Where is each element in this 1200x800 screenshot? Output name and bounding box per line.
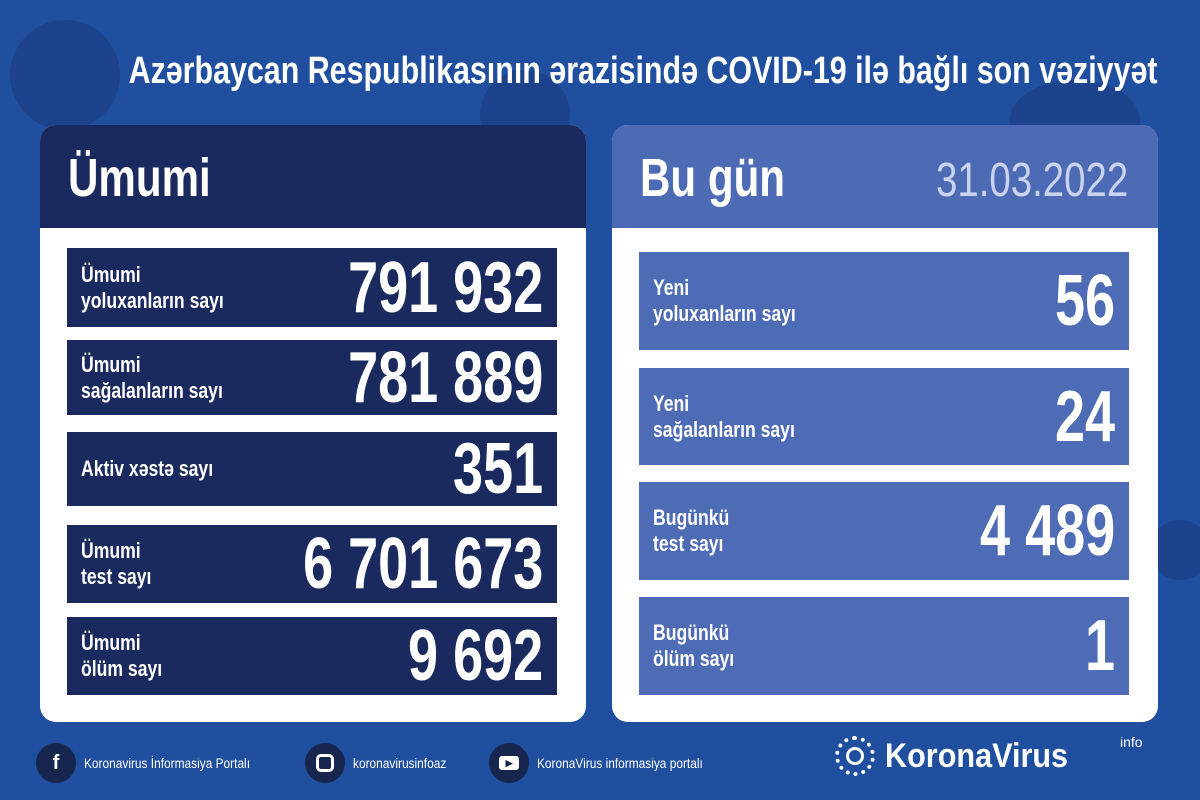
stat-row: Ümumi sağalanların sayı 781 889 xyxy=(67,338,557,418)
brand-sup: info xyxy=(1120,734,1143,750)
stat-label: Yeni yoluxanların sayı xyxy=(653,275,796,326)
stat-value: 56 xyxy=(1054,261,1115,341)
stat-row: Ümumi yoluxanların sayı 791 932 xyxy=(67,247,557,328)
stat-value: 4 489 xyxy=(979,491,1115,571)
stat-label: Ümumi sağalanların sayı xyxy=(81,351,223,403)
instagram-icon xyxy=(305,743,346,783)
stat-value: 351 xyxy=(452,429,543,509)
stat-label: Bugünkü ölüm sayı xyxy=(653,620,735,671)
stat-row: Ümumi test sayı 6 701 673 xyxy=(67,524,557,604)
virus-decoration xyxy=(1150,520,1200,580)
stat-row: Yeni sağalanların sayı 24 xyxy=(639,368,1129,465)
total-header: Ümumi xyxy=(40,125,586,228)
stat-row: Ümumi ölüm sayı 9 692 xyxy=(67,616,557,696)
stat-row: Bugünkü test sayı 4 489 xyxy=(639,482,1129,580)
stat-label: Ümumi test sayı xyxy=(81,538,152,589)
facebook-link[interactable]: f Koronavirus İnformasiya Portalı xyxy=(36,743,279,783)
today-heading: Bu gün xyxy=(640,148,786,208)
stat-value: 781 889 xyxy=(347,337,543,418)
instagram-label: koronavirusinfoaz xyxy=(353,755,447,771)
youtube-link[interactable]: ▶ KoronaVirus informasiya portalı xyxy=(489,743,732,783)
virus-decoration xyxy=(10,20,120,130)
stat-label: Bugünkü test sayı xyxy=(653,505,730,556)
stat-value: 24 xyxy=(1054,376,1115,457)
stat-label: Ümumi ölüm sayı xyxy=(81,630,163,681)
page-title: Azərbaycan Respublikasının ərazisində CO… xyxy=(0,50,1200,93)
footer: f Koronavirus İnformasiya Portalı koronav… xyxy=(36,738,1200,788)
stat-label: Aktiv xəstə sayı xyxy=(81,456,214,481)
today-header: Bu gün 31.03.2022 xyxy=(612,125,1158,228)
total-panel: Ümumi Ümumi yoluxanların sayı 791 932 Ümu… xyxy=(40,125,586,722)
brand-name: KoronaVirus xyxy=(885,736,1069,775)
stat-label: Ümumi yoluxanların sayı xyxy=(81,261,224,313)
stat-row: Aktiv xəstə sayı 351 xyxy=(67,429,557,509)
facebook-icon: f xyxy=(36,743,76,783)
today-panel: Bu gün 31.03.2022 Yeni yoluxanların sayı 5… xyxy=(612,125,1158,722)
stat-row: Bugünkü ölüm sayı 1 xyxy=(639,597,1129,695)
stat-value: 6 701 673 xyxy=(302,524,543,604)
stat-value: 791 932 xyxy=(347,247,543,328)
koronavirus-logo: KoronaVirus info xyxy=(835,734,1143,776)
stat-label: Yeni sağalanların sayı xyxy=(653,390,795,442)
stat-value: 9 692 xyxy=(407,616,543,696)
facebook-label: Koronavirus İnformasiya Portalı xyxy=(84,755,251,771)
sun-logo-icon xyxy=(835,736,875,776)
youtube-label: KoronaVirus informasiya portalı xyxy=(537,755,703,771)
title-text: Azərbaycan Respublikasının ərazisində CO… xyxy=(128,50,1158,92)
youtube-icon: ▶ xyxy=(489,743,530,783)
total-heading: Ümumi xyxy=(68,148,211,208)
report-date: 31.03.2022 xyxy=(935,154,1128,207)
stat-value: 1 xyxy=(1084,606,1115,686)
instagram-link[interactable]: koronavirusinfoaz xyxy=(305,743,463,783)
stat-row: Yeni yoluxanların sayı 56 xyxy=(639,252,1129,350)
